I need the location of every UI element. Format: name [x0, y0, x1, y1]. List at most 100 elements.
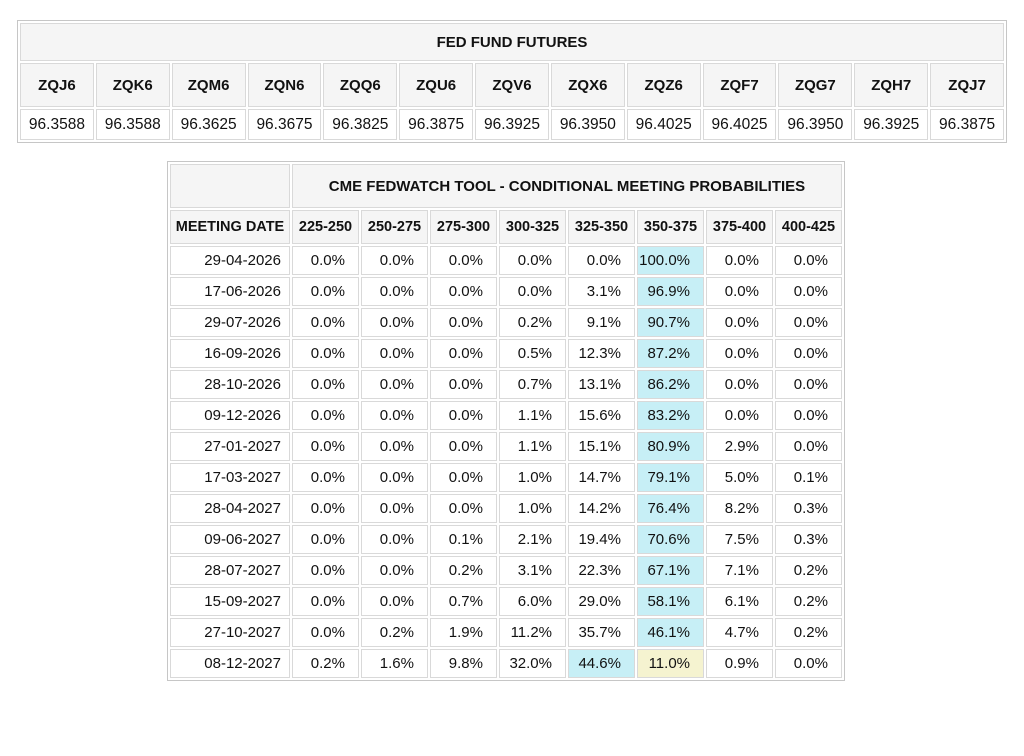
- probability-cell: 0.0%: [292, 494, 359, 523]
- probability-cell: 0.9%: [706, 649, 773, 678]
- futures-price-cell: 96.3950: [778, 109, 853, 140]
- rate-range-header-400-425: 400-425: [775, 210, 842, 244]
- probability-cell: 29.0%: [568, 587, 635, 616]
- probability-cell: 2.9%: [706, 432, 773, 461]
- probability-cell: 0.2%: [499, 308, 566, 337]
- futures-price-cell: 96.3875: [399, 109, 474, 140]
- futures-price-cell: 96.4025: [626, 109, 701, 140]
- probability-cell: 14.2%: [568, 494, 635, 523]
- fedwatch-row: 27-01-2027 0.0% 0.0% 0.0% 1.1% 15.1% 80.9% 2.9%…: [170, 432, 842, 461]
- fedwatch-row: 28-04-2027 0.0% 0.0% 0.0% 1.0% 14.2% 76.4% 8.2%…: [170, 494, 842, 523]
- probability-cell: 0.2%: [430, 556, 497, 585]
- probability-cell: 7.5%: [706, 525, 773, 554]
- probability-cell: 13.1%: [568, 370, 635, 399]
- fedwatch-table: CME FEDWATCH TOOL - CONDITIONAL MEETING …: [167, 161, 845, 681]
- futures-price-cell: 96.4025: [702, 109, 777, 140]
- probability-cell: 0.0%: [430, 246, 497, 275]
- probability-cell: 0.2%: [775, 587, 842, 616]
- probability-cell: 0.0%: [706, 308, 773, 337]
- fed-fund-futures-title: FED FUND FUTURES: [20, 23, 1004, 61]
- probability-cell: 9.1%: [568, 308, 635, 337]
- fedwatch-row: 28-10-2026 0.0% 0.0% 0.0% 0.7% 13.1% 86.2% 0.0%…: [170, 370, 842, 399]
- probability-cell: 1.9%: [430, 618, 497, 647]
- probability-cell: 0.0%: [775, 432, 842, 461]
- rate-range-header-225-250: 225-250: [292, 210, 359, 244]
- probability-cell: 83.2%: [637, 401, 704, 430]
- rate-range-header-250-275: 250-275: [361, 210, 428, 244]
- probability-cell: 0.0%: [430, 370, 497, 399]
- probability-cell: 1.6%: [361, 649, 428, 678]
- rate-range-header-300-325: 300-325: [499, 210, 566, 244]
- probability-cell: 0.0%: [430, 463, 497, 492]
- probability-cell: 1.0%: [499, 463, 566, 492]
- rate-range-header-350-375: 350-375: [637, 210, 704, 244]
- probability-cell: 100.0%: [637, 246, 704, 275]
- probability-cell: 0.0%: [430, 494, 497, 523]
- fedwatch-row: 09-12-2026 0.0% 0.0% 0.0% 1.1% 15.6% 83.2% 0.0%…: [170, 401, 842, 430]
- fed-fund-futures-table: FED FUND FUTURES ZQJ6 ZQK6 ZQM6 ZQN6 ZQQ6 ZQU…: [17, 20, 1007, 143]
- probability-cell: 46.1%: [637, 618, 704, 647]
- probability-cell: 0.0%: [706, 370, 773, 399]
- probability-cell: 0.0%: [706, 246, 773, 275]
- meeting-date-header: MEETING DATE: [170, 210, 290, 244]
- probability-cell: 0.0%: [292, 401, 359, 430]
- rate-range-header-375-400: 375-400: [706, 210, 773, 244]
- futures-col-header-zqv6: ZQV6: [475, 63, 549, 107]
- futures-price-cell: 96.3950: [550, 109, 625, 140]
- probability-cell: 9.8%: [430, 649, 497, 678]
- probability-cell: 90.7%: [637, 308, 704, 337]
- probability-cell: 6.1%: [706, 587, 773, 616]
- probability-cell: 0.7%: [430, 587, 497, 616]
- probability-cell: 0.0%: [775, 246, 842, 275]
- probability-cell: 0.0%: [568, 246, 635, 275]
- probability-cell: 0.0%: [775, 401, 842, 430]
- fedwatch-row: 17-06-2026 0.0% 0.0% 0.0% 0.0% 3.1% 96.9% 0.0% 0…: [170, 277, 842, 306]
- probability-cell: 67.1%: [637, 556, 704, 585]
- probability-cell: 87.2%: [637, 339, 704, 368]
- probability-cell: 11.0%: [637, 649, 704, 678]
- meeting-date-cell: 09-06-2027: [170, 525, 290, 554]
- meeting-date-cell: 28-04-2027: [170, 494, 290, 523]
- probability-cell: 0.0%: [430, 401, 497, 430]
- probability-cell: 1.1%: [499, 432, 566, 461]
- fedwatch-row: 27-10-2027 0.0% 0.2% 1.9% 11.2% 35.7% 46.1% 4.7…: [170, 618, 842, 647]
- futures-col-header-zqk6: ZQK6: [95, 63, 170, 107]
- probability-cell: 0.1%: [775, 463, 842, 492]
- probability-cell: 8.2%: [706, 494, 773, 523]
- probability-cell: 0.2%: [775, 618, 842, 647]
- futures-col-header-zqn6: ZQN6: [247, 63, 322, 107]
- probability-cell: 44.6%: [568, 649, 635, 678]
- probability-cell: 0.0%: [430, 339, 497, 368]
- probability-cell: 0.0%: [775, 339, 842, 368]
- probability-cell: 0.0%: [361, 556, 428, 585]
- probability-cell: 11.2%: [499, 618, 566, 647]
- futures-price-cell: 96.3625: [171, 109, 246, 140]
- futures-price-cell: 96.3825: [323, 109, 398, 140]
- futures-col-header-zqq6: ZQQ6: [323, 63, 398, 107]
- meeting-date-cell: 28-07-2027: [170, 556, 290, 585]
- probability-cell: 32.0%: [499, 649, 566, 678]
- probability-cell: 19.4%: [568, 525, 635, 554]
- probability-cell: 0.0%: [292, 556, 359, 585]
- fedwatch-row: 17-03-2027 0.0% 0.0% 0.0% 1.0% 14.7% 79.1% 5.0%…: [170, 463, 842, 492]
- probability-cell: 0.0%: [361, 339, 428, 368]
- probability-cell: 0.0%: [292, 370, 359, 399]
- futures-col-header-zqx6: ZQX6: [550, 63, 625, 107]
- probability-cell: 0.3%: [775, 494, 842, 523]
- probability-cell: 0.0%: [775, 370, 842, 399]
- probability-cell: 3.1%: [499, 556, 566, 585]
- probability-cell: 0.0%: [292, 432, 359, 461]
- probability-cell: 80.9%: [637, 432, 704, 461]
- futures-price-cell: 96.3588: [20, 109, 94, 140]
- probability-cell: 0.0%: [292, 308, 359, 337]
- probability-cell: 0.0%: [430, 308, 497, 337]
- probability-cell: 1.1%: [499, 401, 566, 430]
- probability-cell: 0.5%: [499, 339, 566, 368]
- futures-col-header-zqf7: ZQF7: [702, 63, 777, 107]
- probability-cell: 0.0%: [361, 463, 428, 492]
- fedwatch-row: 08-12-2027 0.2% 1.6% 9.8% 32.0% 44.6% 11.0% 0.9…: [170, 649, 842, 678]
- probability-cell: 0.0%: [499, 277, 566, 306]
- probability-cell: 0.7%: [499, 370, 566, 399]
- probability-cell: 79.1%: [637, 463, 704, 492]
